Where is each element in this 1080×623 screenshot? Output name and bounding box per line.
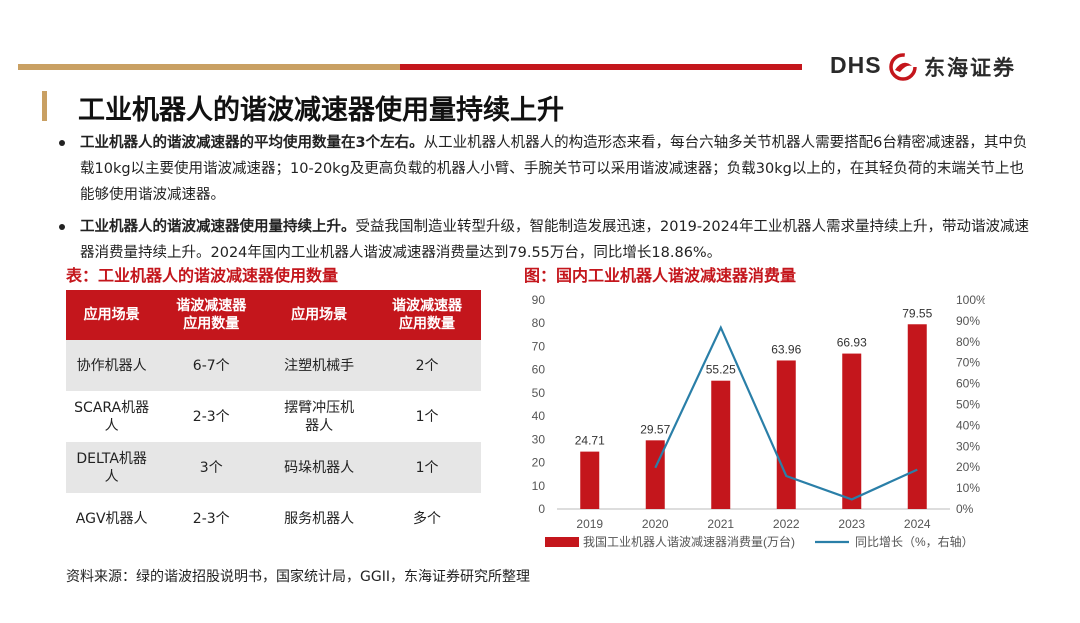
table-row: DELTA机器人 3个 码垛机器人 1个 bbox=[66, 442, 481, 493]
y2-tick-label: 60% bbox=[956, 377, 980, 391]
table-header-cell: 应用场景 bbox=[66, 290, 158, 340]
table-cell: 2-3个 bbox=[192, 408, 230, 425]
bullet-list: 工业机器人的谐波减速器的平均使用数量在3个左右。从工业机器人机器人的构造形态来看… bbox=[52, 130, 1037, 272]
brand-logo: DHS 东海证券 bbox=[830, 50, 1070, 82]
y-tick-label: 70 bbox=[532, 339, 546, 353]
legend-bar-swatch bbox=[545, 537, 579, 547]
bar-data-label: 55.25 bbox=[706, 363, 736, 377]
bullet-text: 受益我国制造业转型升级，智能制造发展迅速，2019-2024年工业机器人需求量持… bbox=[80, 219, 1030, 261]
y-tick-label: 50 bbox=[532, 386, 546, 400]
table-cell: 码垛机器人 bbox=[265, 442, 374, 493]
bar bbox=[842, 353, 862, 509]
x-tick-label: 2024 bbox=[904, 517, 931, 531]
table-cell: 协作机器人 bbox=[66, 340, 158, 391]
bar bbox=[776, 360, 796, 509]
table-cell: 摆臂冲压机器人 bbox=[284, 399, 355, 434]
y-tick-label: 40 bbox=[532, 409, 546, 423]
consumption-chart: 0 10 20 30 40 50 60 70 80 90 0% 10% 20% 30% 40% 50% 60% 7… bbox=[532, 293, 985, 549]
bullet-lead: 工业机器人的谐波减速器使用量持续上升。 bbox=[80, 219, 356, 235]
y-tick-label: 30 bbox=[532, 432, 546, 446]
y-tick-label: 80 bbox=[532, 316, 546, 330]
y2-tick-label: 20% bbox=[956, 460, 980, 474]
y-tick-label: 10 bbox=[532, 479, 546, 493]
usage-table: 应用场景 谐波减速器 应用数量 应用场景 谐波减速器 应用数量 协作机器人 6-… bbox=[66, 290, 481, 544]
header-red-rule bbox=[400, 64, 802, 70]
table-cell: SCARA机器人 bbox=[74, 399, 150, 434]
legend-line-label: 同比增长（%，右轴） bbox=[855, 534, 974, 549]
y2-tick-label: 40% bbox=[956, 418, 980, 432]
x-tick-label: 2022 bbox=[773, 517, 800, 531]
bullet-item: 工业机器人的谐波减速器使用量持续上升。受益我国制造业转型升级，智能制造发展迅速，… bbox=[52, 214, 1037, 266]
table-cell: 2个 bbox=[373, 340, 481, 391]
y-tick-label: 90 bbox=[532, 293, 546, 307]
table-cell: 1个 bbox=[415, 408, 439, 425]
bar bbox=[711, 380, 731, 509]
y2-tick-label: 80% bbox=[956, 335, 980, 349]
y-tick-label: 20 bbox=[532, 456, 546, 470]
table-cell: AGV机器人 bbox=[75, 510, 148, 527]
table-row: SCARA机器人 2-3个 摆臂冲压机器人 1个 bbox=[66, 391, 481, 442]
table-cell: 注塑机械手 bbox=[265, 340, 374, 391]
bar-data-label: 63.96 bbox=[771, 342, 801, 356]
bar-data-label: 79.55 bbox=[902, 306, 932, 320]
y2-tick-label: 0% bbox=[956, 502, 974, 516]
table-header-cell: 谐波减速器 应用数量 bbox=[373, 290, 481, 340]
y2-tick-label: 30% bbox=[956, 439, 980, 453]
table-cell: 2-3个 bbox=[192, 510, 230, 527]
table-header-cell: 谐波减速器 应用数量 bbox=[157, 290, 266, 340]
table-cell: 3个 bbox=[157, 442, 266, 493]
table-cell: 6-7个 bbox=[157, 340, 266, 391]
table-cell: DELTA机器人 bbox=[66, 442, 158, 493]
bullet-text: 从工业机器人机器人的构造形态来看，每台六轴多关节机器人需要搭配6台精密减速器，其… bbox=[80, 135, 1028, 203]
bullet-item: 工业机器人的谐波减速器的平均使用数量在3个左右。从工业机器人机器人的构造形态来看… bbox=[52, 130, 1037, 208]
y2-tick-label: 70% bbox=[956, 356, 980, 370]
x-tick-label: 2021 bbox=[707, 517, 734, 531]
y2-tick-label: 10% bbox=[956, 481, 980, 495]
table-row: 协作机器人 6-7个 注塑机械手 2个 bbox=[66, 340, 481, 391]
table-cell: 服务机器人 bbox=[284, 510, 355, 527]
y2-tick-label: 100% bbox=[956, 293, 985, 307]
title-accent-bar bbox=[42, 91, 47, 121]
y-tick-label: 60 bbox=[532, 363, 546, 377]
table-header-cell: 应用场景 bbox=[265, 290, 374, 340]
bar bbox=[580, 451, 600, 509]
table-cell: 1个 bbox=[373, 442, 481, 493]
source-note: 资料来源：绿的谐波招股说明书，国家统计局，GGII，东海证券研究所整理 bbox=[66, 569, 530, 585]
table-row: AGV机器人 2-3个 服务机器人 多个 bbox=[66, 493, 481, 544]
brand-cn: 东海证券 bbox=[924, 56, 1016, 80]
bar-data-label: 29.57 bbox=[640, 422, 670, 436]
table-title: 表：工业机器人的谐波减速器使用数量 bbox=[66, 266, 339, 285]
table-header-row: 应用场景 谐波减速器 应用数量 应用场景 谐波减速器 应用数量 bbox=[66, 290, 481, 340]
y2-tick-label: 50% bbox=[956, 398, 980, 412]
table-cell: 多个 bbox=[413, 510, 442, 527]
brand-latin: DHS bbox=[830, 52, 882, 78]
dragon-logo-icon bbox=[889, 53, 917, 81]
bullet-lead: 工业机器人的谐波减速器的平均使用数量在3个左右。 bbox=[80, 135, 424, 151]
bar bbox=[907, 324, 927, 509]
growth-line bbox=[654, 324, 918, 501]
y-tick-label: 0 bbox=[538, 502, 545, 516]
page-title: 工业机器人的谐波减速器使用量持续上升 bbox=[78, 95, 564, 126]
header-gold-rule bbox=[18, 64, 418, 70]
bar-data-label: 66.93 bbox=[837, 336, 867, 350]
x-tick-label: 2020 bbox=[642, 517, 669, 531]
bar-data-label: 24.71 bbox=[575, 434, 605, 448]
bar bbox=[645, 440, 665, 509]
x-tick-label: 2019 bbox=[576, 517, 603, 531]
legend-bar-label: 我国工业机器人谐波减速器消费量(万台) bbox=[583, 534, 795, 549]
x-tick-label: 2023 bbox=[838, 517, 865, 531]
y2-tick-label: 90% bbox=[956, 314, 980, 328]
chart-title: 图：国内工业机器人谐波减速器消费量 bbox=[524, 266, 797, 285]
